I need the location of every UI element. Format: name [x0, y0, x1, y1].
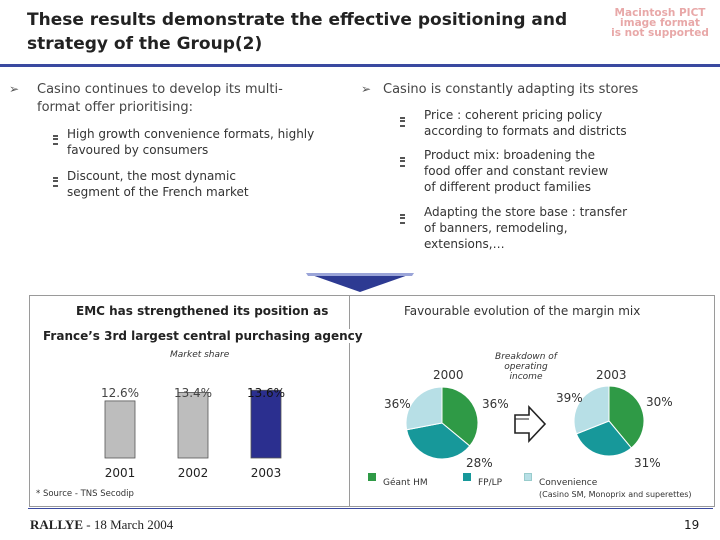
emc-title-line1: EMC has strengthened its position as — [76, 304, 329, 318]
pie-slice-conv — [405, 386, 443, 431]
bar-category-label: 2003 — [251, 466, 282, 480]
legend-swatch-geant — [368, 473, 376, 481]
left-item-2: Discount, the most dynamic segment of th… — [67, 168, 249, 200]
left-heading-line2: format offer prioritising: — [37, 100, 193, 115]
left-heading-line1: Casino continues to develop its multi- — [37, 82, 283, 97]
right-item-2-line1: Product mix: broadening the — [424, 148, 596, 162]
pie-2003-conv-label: 31% — [634, 456, 661, 470]
title-divider — [0, 64, 720, 67]
pie-2000-fplp-label: 36% — [482, 397, 509, 411]
right-item-1-line1: Price : coherent pricing policy — [424, 108, 603, 122]
right-arrow-icon — [514, 404, 547, 444]
legend-conv-note: (Casino SM, Monoprix and superettes) — [539, 490, 692, 499]
pie-2000 — [405, 386, 479, 460]
right-item-3-line1: Adapting the store base : transfer — [424, 205, 628, 219]
square-bullet-icon — [400, 209, 405, 228]
pie-2000-geant-label: 36% — [384, 397, 411, 411]
right-item-2-line2: food offer and constant review — [424, 164, 609, 178]
left-heading: Casino continues to develop its multi- f… — [37, 81, 283, 117]
footer-brand-name: RALLYE — [30, 517, 83, 532]
legend-swatch-conv — [524, 473, 532, 481]
left-item-1-line1: High growth convenience formats, highly — [67, 127, 315, 141]
legend-swatch-fplp — [463, 473, 471, 481]
slide-title: These results demonstrate the effective … — [27, 8, 587, 56]
margin-panel — [349, 295, 715, 507]
right-item-1-line2: according to formats and districts — [424, 124, 627, 138]
right-item-1: Price : coherent pricing policy accordin… — [424, 107, 627, 139]
pie-slice-fplp — [575, 420, 633, 457]
legend-conv-label: Convenience — [539, 478, 598, 488]
market-share-chart: 12.6% 2001 13.4% 2002 13.6% 2003 — [101, 386, 285, 480]
down-arrow-icon — [306, 273, 414, 292]
right-item-2: Product mix: broadening the food offer a… — [424, 147, 608, 195]
pict-unsupported-notice: Macintosh PICT image format is not suppo… — [600, 7, 720, 39]
arrow-bullet-icon: ➢ — [9, 82, 20, 96]
left-item-2-line1: Discount, the most dynamic — [67, 169, 236, 183]
right-item-3: Adapting the store base : transfer of ba… — [424, 204, 627, 252]
left-item-2-line2: segment of the French market — [67, 185, 249, 199]
pie-slice-fplp — [406, 422, 471, 460]
bar-category-label: 2001 — [105, 466, 136, 480]
slide-title-line1: These results demonstrate the effective … — [27, 10, 568, 30]
pie-2003-geant-label: 39% — [556, 391, 583, 405]
footer-divider — [28, 508, 713, 509]
bar-category-label: 2002 — [178, 466, 209, 480]
emc-title-line2: France’s 3rd largest central purchasing … — [43, 329, 366, 343]
right-item-2-line3: of different product families — [424, 180, 592, 194]
pie-2000-conv-label: 28% — [466, 456, 493, 470]
footer-brand: RALLYE - 18 March 2004 — [30, 517, 173, 533]
pie-2003 — [573, 385, 645, 457]
breakdown-label-line1: Breakdown of operating — [495, 352, 557, 372]
footer-date: - 18 March 2004 — [82, 517, 174, 532]
right-heading: Casino is constantly adapting its stores — [383, 82, 639, 97]
square-bullet-icon — [400, 112, 405, 131]
pict-notice-line2: image format — [620, 17, 700, 29]
left-item-1-line2: favoured by consumers — [67, 143, 209, 157]
source-note: * Source - TNS Secodip — [36, 489, 134, 499]
pie-2003-fplp-label: 30% — [646, 395, 673, 409]
square-bullet-icon — [53, 172, 58, 191]
pict-notice-line3: is not supported — [611, 27, 709, 39]
right-item-3-line3: extensions,… — [424, 237, 505, 251]
bar-2002 — [177, 392, 209, 459]
margin-pie-charts — [405, 385, 645, 460]
bar-value-label: 13.4% — [174, 386, 212, 400]
bar-value-label: 12.6% — [101, 386, 139, 400]
legend-geant-label: Géant HM — [383, 478, 428, 488]
arrow-bullet-icon: ➢ — [361, 82, 372, 96]
margin-title: Favourable evolution of the margin mix — [404, 304, 641, 318]
page-number: 19 — [684, 518, 700, 532]
legend-fplp-label: FP/LP — [478, 478, 503, 488]
breakdown-label: Breakdown of operating income — [476, 352, 576, 382]
slide-title-line2: strategy of the Group(2) — [27, 34, 263, 54]
market-share-label: Market share — [170, 350, 230, 360]
pie-slice-conv — [573, 385, 610, 435]
pict-notice-line1: Macintosh PICT — [614, 7, 706, 19]
square-bullet-icon — [53, 130, 58, 149]
pie-slice-geant — [441, 386, 479, 447]
year-2000-label: 2000 — [433, 368, 464, 382]
square-bullet-icon — [400, 152, 405, 171]
left-item-1: High growth convenience formats, highly … — [67, 126, 314, 158]
bar-value-label: 13.6% — [247, 386, 285, 400]
bar-2003 — [250, 389, 282, 459]
breakdown-label-line2: income — [509, 372, 543, 382]
year-2003-label: 2003 — [596, 368, 627, 382]
pie-slice-geant — [608, 385, 645, 449]
right-item-3-line2: of banners, remodeling, — [424, 221, 568, 235]
bar-2001 — [104, 400, 136, 459]
